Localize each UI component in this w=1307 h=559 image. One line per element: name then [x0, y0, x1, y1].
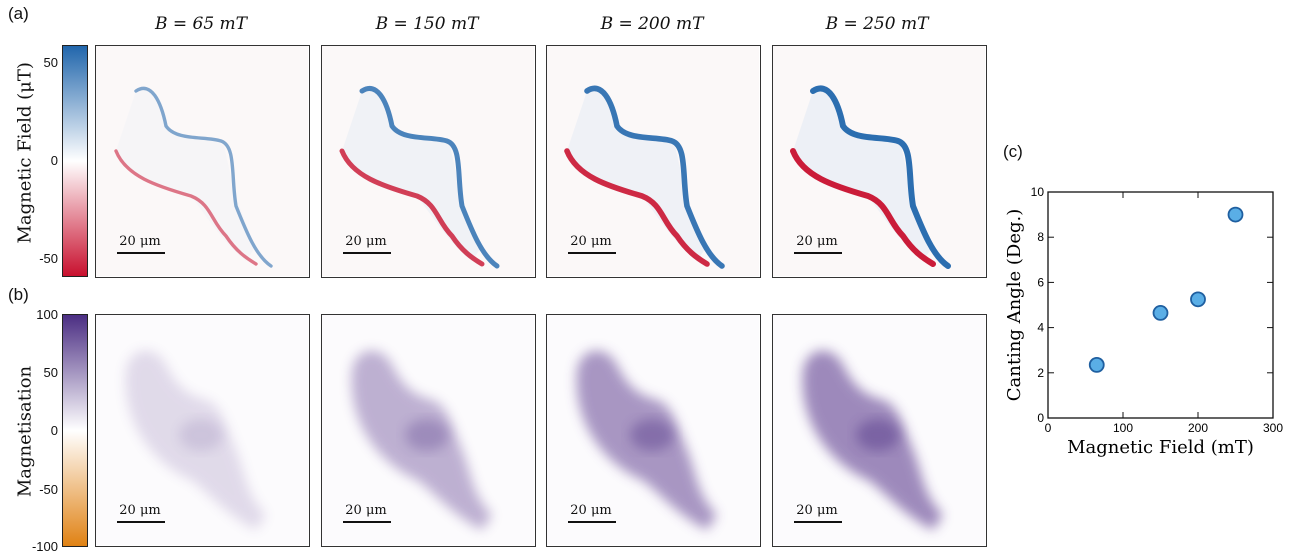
panel-label-a: (a) — [8, 4, 29, 23]
x-tick-label: 200 — [1188, 421, 1208, 435]
data-point — [1227, 206, 1244, 223]
scale-bar-label-b1: 20 μm — [119, 503, 161, 518]
scale-bar-label-b3: 20 μm — [570, 503, 612, 518]
field-map-2 — [321, 45, 536, 278]
field-map-4 — [772, 45, 987, 278]
scale-bar-a2 — [343, 252, 391, 254]
x-axis-label: Magnetic Field (mT) — [1067, 437, 1254, 458]
y-tick-label: 10 — [1031, 185, 1045, 199]
scale-bar-label-a2: 20 μm — [345, 234, 387, 249]
field-map-negative-edge — [790, 148, 936, 267]
column-title-2: B = 150 mT — [375, 14, 479, 34]
y-tick-label: 2 — [1037, 366, 1044, 380]
scale-bar-label-a3: 20 μm — [570, 234, 612, 249]
field-map-positive-edge — [134, 86, 273, 268]
magnetisation-map-3 — [546, 314, 761, 547]
y-tick-label: 8 — [1037, 230, 1044, 244]
field-map-domain — [567, 88, 707, 261]
field-map-domain — [116, 88, 256, 261]
scale-bar-a3 — [568, 252, 616, 254]
field-map-3 — [546, 45, 761, 278]
x-tick-label: 300 — [1263, 421, 1283, 435]
field-map-1 — [95, 45, 310, 278]
scale-bar-b1 — [117, 521, 165, 523]
field-map-negative-edge — [339, 148, 485, 267]
column-title-4: B = 250 mT — [825, 14, 929, 34]
canting-angle-chart: 0 100 200 300 0 2 4 6 8 10 Magnetic Field (mT) Cant… — [1004, 185, 1283, 458]
colorbar-a-tick-bottom: -50 — [39, 251, 58, 266]
scale-bar-label-b2: 20 μm — [345, 503, 387, 518]
scale-bar-b4 — [794, 521, 842, 523]
y-tick-label: 4 — [1037, 321, 1044, 335]
scale-bar-b2 — [343, 521, 391, 523]
scale-bar-b3 — [568, 521, 616, 523]
colorbar-b-tick-4: -50 — [39, 482, 58, 497]
field-map-domain — [342, 88, 482, 261]
magnetisation-core — [856, 419, 900, 451]
column-title-1: B = 65 mT — [154, 14, 248, 34]
colorbar-b-tick-3: 0 — [50, 423, 58, 438]
field-map-positive-edge — [359, 86, 500, 269]
y-tick-label: 6 — [1037, 275, 1044, 289]
magnetisation-core — [179, 419, 223, 451]
field-map-positive-edge — [810, 85, 951, 269]
scale-bar-a4 — [794, 252, 842, 254]
x-tick-label: 0 — [1045, 421, 1052, 435]
data-point — [1152, 305, 1169, 321]
x-tick-label: 100 — [1113, 421, 1133, 435]
colorbar-b-tick-5: -100 — [31, 539, 58, 554]
scale-bar-label-b4: 20 μm — [796, 503, 838, 518]
chart-frame — [1047, 191, 1274, 419]
magnetisation-core — [405, 419, 449, 451]
panel-label-b: (b) — [8, 285, 29, 304]
magnetisation-map-1 — [95, 314, 310, 547]
magnetisation-core — [630, 419, 674, 451]
field-map-negative-edge — [564, 148, 710, 267]
colorbar-a-tick-top: 50 — [43, 55, 58, 70]
field-map-background — [322, 46, 534, 276]
colorbar-b-tick-2: 50 — [43, 365, 58, 380]
magnetisation-map-4 — [772, 314, 987, 547]
scale-bar-label-a4: 20 μm — [796, 234, 838, 249]
field-map-background — [547, 46, 759, 276]
scale-bar-label-a1: 20 μm — [119, 234, 161, 249]
colorbar-a-tick-mid: 0 — [50, 153, 58, 168]
y-axis-label: Canting Angle (Deg.) — [1004, 209, 1025, 402]
scale-bar-a1 — [117, 252, 165, 254]
field-map-positive-edge — [584, 85, 725, 269]
field-map-domain — [793, 88, 933, 261]
data-point — [1190, 291, 1206, 308]
field-map-negative-edge — [114, 149, 258, 266]
colorbar-a — [62, 45, 88, 277]
data-point — [1088, 356, 1105, 373]
panel-label-c: (c) — [1003, 142, 1023, 161]
column-title-3: B = 200 mT — [600, 14, 704, 34]
magnetisation-map-2 — [321, 314, 536, 547]
field-map-background — [96, 46, 308, 276]
colorbar-b-tick-1: 100 — [36, 307, 58, 322]
y-tick-label: 0 — [1037, 411, 1044, 425]
colorbar-b — [62, 314, 88, 547]
